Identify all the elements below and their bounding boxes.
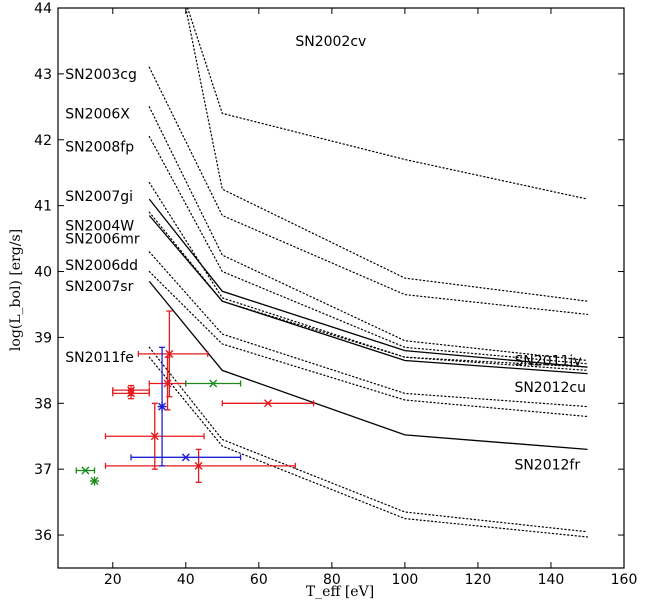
series-line-sn2011fe [148, 356, 589, 538]
data-point [185, 379, 242, 388]
line-label-sn2003cg: SN2003cg [65, 67, 137, 83]
line-label-sn2011iv: SN2011iv [514, 353, 581, 369]
axis-ticks: 20 40 60 80 100 120 140 160 36 37 38 39 40 41 42 43 44 [34, 1, 637, 588]
x-tick-label: 80 [323, 572, 341, 588]
data-point [112, 388, 150, 400]
data-point [75, 466, 96, 475]
series-layer [148, 7, 589, 538]
line-labels: SN2002cv SN2003cg SN2006X SN2008fp SN2007gi S… [65, 34, 586, 474]
x-tick-label: 20 [104, 572, 122, 588]
y-tick-label: 40 [34, 265, 52, 281]
series-line-sn2008fp [148, 135, 589, 365]
series-line-sn2007gi [148, 182, 589, 368]
x-tick-label: 160 [611, 572, 638, 588]
line-label-sn2002cv: SN2002cv [295, 34, 366, 50]
data-point [148, 356, 187, 411]
line-label-sn2008fp: SN2008fp [65, 139, 134, 155]
data-point [157, 346, 167, 467]
line-label-sn2004w: SN2004W [65, 218, 134, 234]
point-marker [150, 432, 159, 441]
line-label-sn2006x: SN2006X [65, 106, 130, 122]
y-axis-label: log(L_bol) [erg/s] [8, 229, 24, 351]
y-tick-label: 44 [34, 1, 52, 17]
x-axis-label: T_eff [eV] [306, 584, 374, 600]
y-tick-label: 36 [34, 528, 52, 544]
y-tick-label: 41 [34, 199, 52, 215]
line-label-sn2006mr: SN2006mr [65, 232, 140, 248]
y-tick-label: 43 [34, 67, 52, 83]
plot-area [57, 7, 625, 569]
data-point [104, 402, 205, 470]
point-marker [163, 379, 172, 388]
data-point [221, 399, 315, 408]
x-tick-label: 100 [392, 572, 419, 588]
series-line-sn2006x [148, 106, 589, 362]
series-line-sn2002cv [185, 7, 589, 302]
data-points [75, 310, 315, 486]
point-marker [194, 461, 203, 470]
y-tick-label: 37 [34, 462, 52, 478]
plot-frame [57, 7, 625, 569]
point-marker [81, 466, 90, 475]
line-label-sn2011fe: SN2011fe [65, 350, 134, 366]
series-line-sn2003cg [148, 66, 589, 315]
series-line-sn2007sr [148, 270, 589, 418]
line-label-sn2012cu: SN2012cu [514, 380, 586, 396]
data-point [104, 448, 297, 484]
point-marker [181, 453, 190, 462]
data-point [90, 476, 100, 486]
y-tick-label: 42 [34, 133, 52, 149]
point-marker [127, 389, 136, 398]
line-label-sn2012fr: SN2012fr [514, 458, 580, 474]
line-label-sn2007sr: SN2007sr [65, 279, 133, 295]
point-marker [165, 349, 174, 358]
y-tick-label: 38 [34, 396, 52, 412]
x-tick-label: 120 [465, 572, 492, 588]
x-tick-label: 60 [250, 572, 268, 588]
series-line-sn2004w [148, 198, 588, 368]
series-line-curve-1 [187, 7, 589, 200]
series-line-sn2006mr [148, 215, 588, 375]
line-label-sn2006dd: SN2006dd [65, 258, 138, 274]
series-line-sn2006dd [148, 251, 589, 408]
series-line-curve-8 [148, 211, 589, 371]
series-line-curve-12 [148, 346, 589, 533]
line-label-sn2007gi: SN2007gi [65, 189, 133, 205]
point-marker [209, 379, 218, 388]
x-tick-label: 140 [538, 572, 565, 588]
y-tick-label: 39 [34, 330, 52, 346]
data-point [130, 453, 242, 462]
point-marker [263, 399, 272, 408]
x-tick-label: 40 [177, 572, 195, 588]
